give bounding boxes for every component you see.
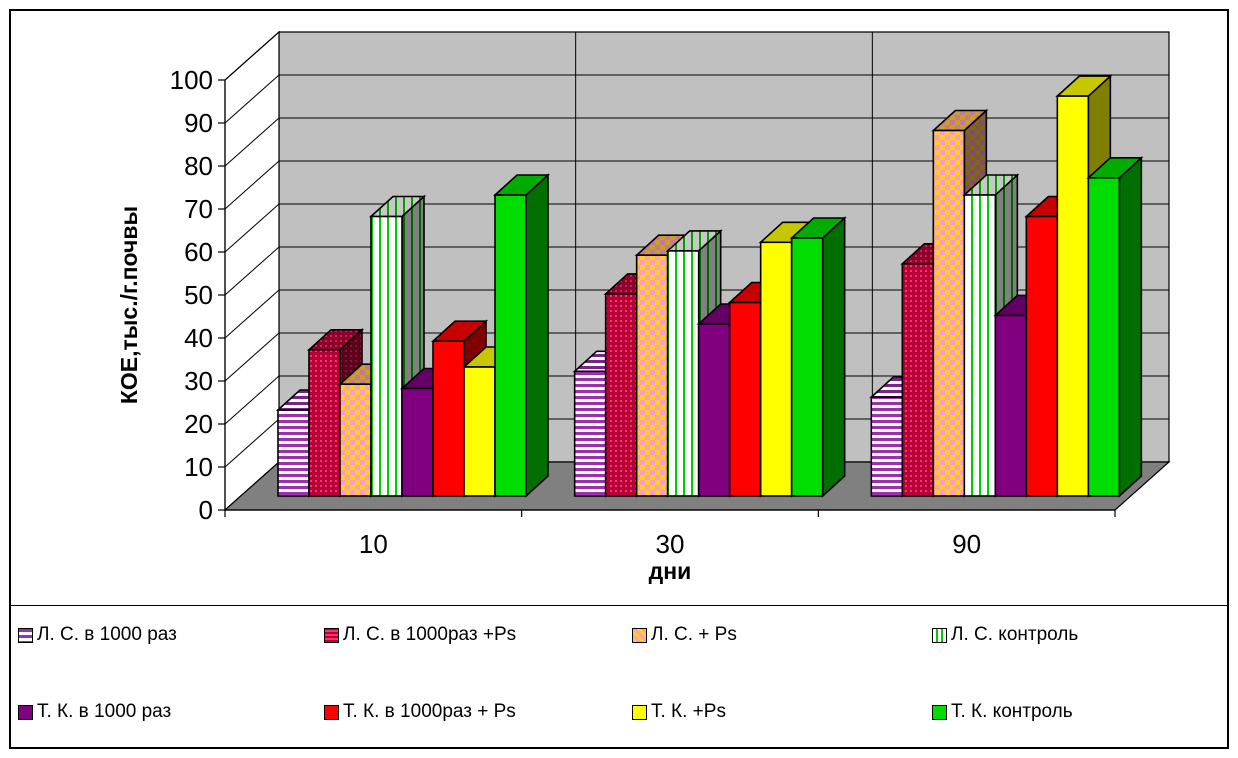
gridline <box>224 31 280 81</box>
legend-label: Т. К. в 1000раз + Ps <box>343 701 516 722</box>
legend-label: Т. К. в 1000 раз <box>37 701 172 722</box>
y-tick-label: 20 <box>184 409 213 439</box>
x-tick-label: 90 <box>952 529 981 559</box>
legend-swatch <box>932 704 947 720</box>
legend-label: Л. С. в 1000раз +Ps <box>343 624 517 645</box>
x-tick-label: 10 <box>359 529 388 559</box>
legend-swatch <box>932 627 947 643</box>
gridline <box>224 332 280 382</box>
legend-swatch <box>632 627 647 643</box>
bar <box>789 216 847 498</box>
y-tick-label: 0 <box>199 495 213 525</box>
y-tick-label: 10 <box>184 452 213 482</box>
y-tick-label: 80 <box>184 151 213 181</box>
legend-label: Л. С. + Ps <box>651 624 737 645</box>
x-tick-label: 30 <box>656 529 685 559</box>
gridline <box>224 203 280 253</box>
legend-item: Т. К. контроль <box>932 701 1073 723</box>
gridline <box>224 375 280 425</box>
x-axis-title: дни <box>649 558 692 584</box>
legend-label: Л. С. контроль <box>951 624 1079 645</box>
legend-item: Т. К. в 1000 раз <box>18 701 171 723</box>
bar <box>1086 155 1144 498</box>
gridline <box>224 246 280 296</box>
gridline <box>224 117 280 167</box>
legend-swatch <box>18 704 33 720</box>
legend-item: Л. С. в 1000 раз <box>18 624 177 646</box>
y-tick-label: 50 <box>184 280 213 310</box>
gridline <box>224 160 280 210</box>
legend-item: Т. К. в 1000раз + Ps <box>324 701 516 723</box>
legend-item: Л. С. + Ps <box>632 624 737 646</box>
legend-swatch <box>18 627 33 643</box>
y-tick-label: 70 <box>184 194 213 224</box>
legend-item: Т. К. +Ps <box>632 701 726 723</box>
y-tick-label: 60 <box>184 237 213 267</box>
y-tick-label: 100 <box>170 65 213 95</box>
legend-item: Л. С. контроль <box>932 624 1078 646</box>
legend-label: Л. С. в 1000 раз <box>37 624 177 645</box>
legend-swatch <box>632 704 647 720</box>
legend-divider <box>9 605 1229 606</box>
y-axis-title: КОЕ,тыс./г.почвы <box>116 206 142 404</box>
bar <box>492 173 551 498</box>
legend-label: Т. К. контроль <box>951 701 1073 722</box>
gridline <box>224 74 280 124</box>
gridline <box>224 418 280 468</box>
gridline <box>224 289 280 339</box>
legend-swatch <box>324 627 339 643</box>
legend-swatch <box>324 704 339 720</box>
y-tick-label: 90 <box>184 108 213 138</box>
legend-item: Л. С. в 1000раз +Ps <box>324 624 516 646</box>
legend-label: Т. К. +Ps <box>651 701 726 722</box>
y-tick-label: 30 <box>184 366 213 396</box>
y-tick-label: 40 <box>184 323 213 353</box>
